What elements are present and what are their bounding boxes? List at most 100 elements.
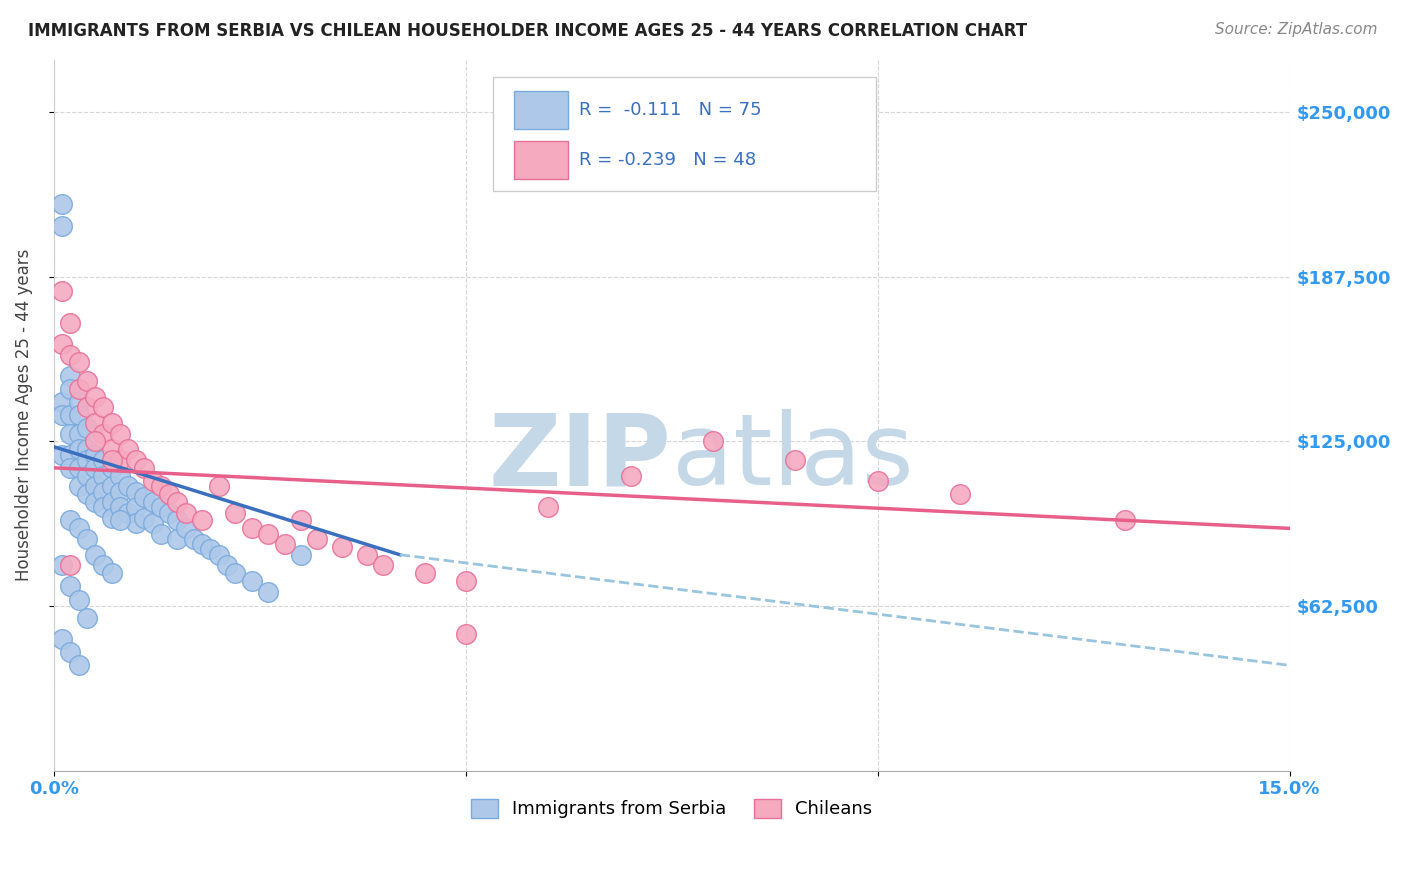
Point (134, 511, 156, 525)
Point (51, 408, 73, 422)
Point (84, 416, 107, 430)
Point (356, 548, 378, 562)
Point (59, 368, 82, 383)
Point (108, 453, 131, 467)
Point (183, 532, 205, 546)
FancyBboxPatch shape (492, 78, 876, 191)
Point (51, 337, 73, 351)
Point (51, 197, 73, 211)
Point (240, 574, 263, 588)
Text: IMMIGRANTS FROM SERBIA VS CHILEAN HOUSEHOLDER INCOME AGES 25 - 44 YEARS CORRELAT: IMMIGRANTS FROM SERBIA VS CHILEAN HOUSEH… (28, 22, 1028, 40)
Point (949, 487, 972, 501)
Point (785, 453, 807, 467)
Point (224, 506, 246, 520)
Point (134, 460, 156, 475)
Point (100, 495, 122, 509)
Point (191, 514, 214, 528)
Point (100, 566, 122, 581)
Point (59, 426, 82, 441)
Point (84, 479, 107, 493)
Point (117, 479, 139, 493)
Point (51, 448, 73, 462)
Point (91, 401, 114, 415)
Point (108, 500, 131, 515)
Point (537, 500, 560, 515)
Point (59, 514, 82, 528)
Point (125, 484, 148, 499)
Point (273, 537, 295, 551)
Point (91, 468, 114, 483)
Point (67, 592, 90, 607)
Text: atlas: atlas (672, 409, 914, 507)
Point (59, 316, 82, 330)
Point (76, 401, 98, 415)
Point (67, 479, 90, 493)
Point (67, 658, 90, 673)
Point (413, 566, 436, 581)
Point (100, 511, 122, 525)
Point (257, 526, 280, 541)
Point (117, 442, 139, 457)
Point (84, 460, 107, 475)
Point (149, 500, 172, 515)
Point (240, 521, 263, 535)
Point (76, 421, 98, 435)
Point (67, 355, 90, 369)
Point (108, 468, 131, 483)
Point (59, 348, 82, 362)
Legend: Immigrants from Serbia, Chileans: Immigrants from Serbia, Chileans (464, 792, 880, 826)
Text: Source: ZipAtlas.com: Source: ZipAtlas.com (1215, 22, 1378, 37)
Point (373, 558, 395, 573)
Point (125, 453, 148, 467)
Point (157, 487, 180, 501)
Point (142, 474, 165, 488)
Point (91, 500, 114, 515)
Point (84, 434, 107, 449)
Point (207, 479, 229, 493)
Point (59, 448, 82, 462)
Point (174, 506, 197, 520)
Point (224, 566, 246, 581)
Point (117, 506, 139, 520)
Point (76, 442, 98, 457)
Point (76, 374, 98, 388)
Point (157, 506, 180, 520)
Point (108, 514, 131, 528)
Point (67, 408, 90, 422)
Point (51, 632, 73, 646)
Point (290, 514, 312, 528)
Point (76, 453, 98, 467)
Point (100, 416, 122, 430)
Y-axis label: Householder Income Ages 25 - 44 years: Householder Income Ages 25 - 44 years (15, 249, 32, 582)
Point (866, 474, 889, 488)
Point (108, 484, 131, 499)
Point (454, 574, 477, 588)
Point (100, 479, 122, 493)
Point (76, 532, 98, 546)
Point (67, 442, 90, 457)
Point (59, 645, 82, 659)
Point (84, 548, 107, 562)
Point (84, 390, 107, 404)
Point (51, 219, 73, 233)
Point (134, 490, 156, 504)
Text: ZIP: ZIP (489, 409, 672, 507)
Point (207, 548, 229, 562)
FancyBboxPatch shape (513, 91, 568, 129)
FancyBboxPatch shape (513, 141, 568, 179)
Point (166, 514, 188, 528)
Point (257, 584, 280, 599)
Point (200, 542, 222, 557)
Point (59, 460, 82, 475)
Point (100, 460, 122, 475)
Point (454, 626, 477, 640)
Point (330, 540, 353, 554)
Point (290, 548, 312, 562)
Point (84, 495, 107, 509)
Point (51, 558, 73, 573)
Point (149, 526, 172, 541)
Point (108, 426, 131, 441)
Point (174, 521, 197, 535)
Point (166, 532, 188, 546)
Point (142, 516, 165, 530)
